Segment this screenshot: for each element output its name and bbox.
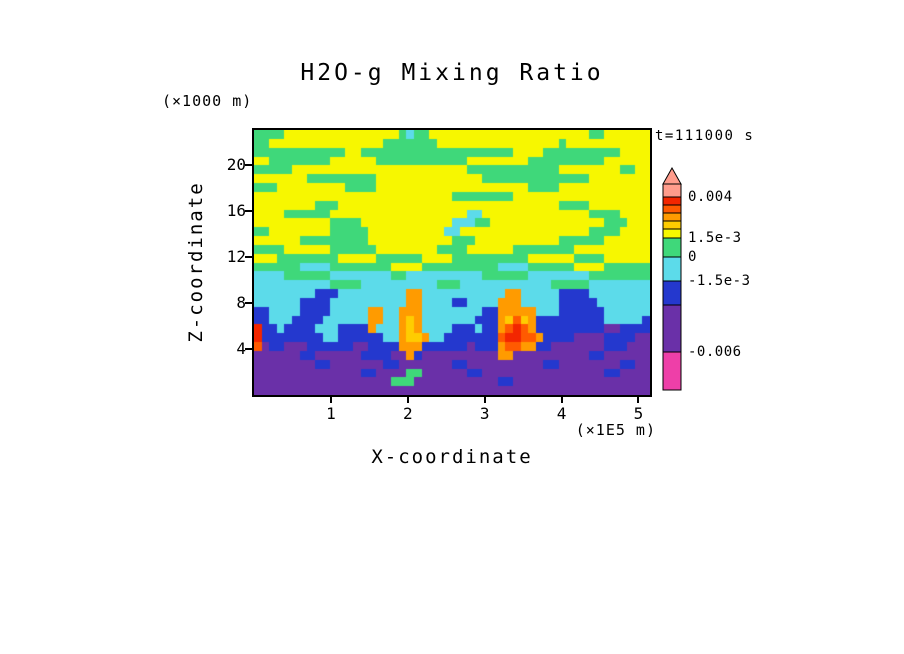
x-tick-label: 3	[479, 404, 490, 423]
heatmap-canvas	[254, 130, 650, 395]
colorbar-segment	[662, 237, 682, 258]
z-axis-units: (×1000 m)	[162, 92, 253, 110]
colorbar-segment	[662, 304, 682, 353]
x-tick-mark	[560, 397, 563, 403]
colorbar-segment	[662, 256, 682, 282]
z-tick-label: 16	[226, 200, 246, 220]
x-tick-mark	[329, 397, 332, 403]
x-tick-mark	[406, 397, 409, 403]
colorbar-label: -0.006	[688, 344, 742, 360]
colorbar-arrow-tip	[662, 167, 682, 185]
x-tick-label: 2	[402, 404, 413, 423]
z-tick-mark	[245, 347, 252, 350]
colorbar-segment	[662, 351, 682, 391]
x-tick-label: 4	[556, 404, 567, 423]
z-tick-label: 12	[226, 246, 246, 266]
colorbar-label: -1.5e-3	[688, 273, 751, 289]
z-tick-mark	[245, 163, 252, 166]
colorbar-segment	[662, 220, 682, 230]
z-tick-label: 8	[236, 292, 246, 312]
x-axis-units: (×1E5 m)	[575, 421, 656, 439]
colorbar-segment	[662, 212, 682, 222]
colorbar-label: 0	[688, 249, 697, 265]
z-tick-label: 20	[226, 154, 246, 174]
colorbar-segment	[662, 196, 682, 206]
colorbar-segment	[662, 228, 682, 239]
z-axis-title: Z-coordinate	[185, 181, 207, 343]
colorbar-segment	[662, 280, 682, 306]
time-label: t=111000 s	[655, 128, 755, 144]
colorbar-segment	[662, 183, 682, 198]
colorbar-label: 1.5e-3	[688, 230, 742, 246]
z-tick-mark	[245, 301, 252, 304]
x-tick-mark	[483, 397, 486, 403]
colorbar-svg	[662, 167, 682, 391]
z-tick-label: 4	[236, 338, 246, 358]
x-axis-title: X-coordinate	[371, 446, 533, 468]
colorbar-segment	[662, 204, 682, 214]
x-tick-mark	[637, 397, 640, 403]
colorbar-label: 0.004	[688, 189, 733, 205]
x-tick-label: 1	[326, 404, 336, 423]
plot-frame	[252, 128, 652, 397]
z-tick-mark	[245, 209, 252, 212]
x-tick-label: 5	[633, 404, 644, 423]
z-tick-mark	[245, 255, 252, 258]
plot-title: H2O-g Mixing Ratio	[300, 60, 604, 86]
